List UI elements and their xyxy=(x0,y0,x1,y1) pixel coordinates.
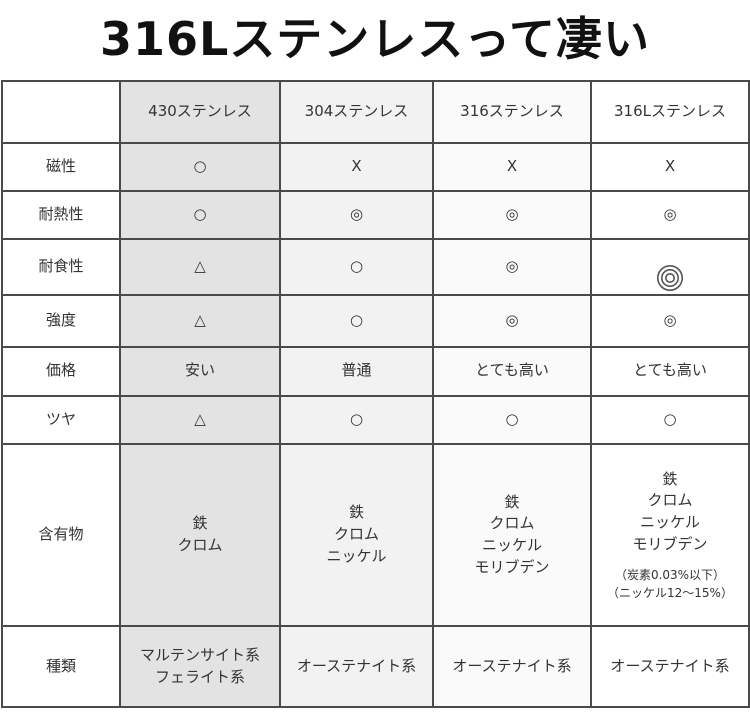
row-strength: 強度 △ ○ ◎ ◎ xyxy=(1,293,750,348)
cell-composition-316l: 鉄 クロム ニッケル モリブデン （炭素0.03%以下） （ニッケル12～15%… xyxy=(590,442,750,628)
col-header-430: 430ステンレス xyxy=(119,80,281,145)
row-label-category: 種類 xyxy=(1,625,121,709)
row-label-price: 価格 xyxy=(1,345,121,397)
header-row: 430ステンレス 304ステンレス 316ステンレス 316Lステンレス xyxy=(1,80,750,145)
row-label-composition: 含有物 xyxy=(1,442,121,628)
row-label-magnetism: 磁性 xyxy=(1,142,121,193)
cell-corrosion-430: △ xyxy=(119,238,281,296)
col-header-316l: 316Lステンレス xyxy=(590,80,750,145)
cell-corrosion-304: ○ xyxy=(279,238,434,296)
cell-magnetism-316l: X xyxy=(590,142,750,193)
cell-strength-304: ○ xyxy=(279,293,434,348)
row-composition: 含有物 鉄 クロム 鉄 クロム ニッケル 鉄 クロム ニッケル モリブデン 鉄 … xyxy=(1,442,750,628)
cell-category-430: マルテンサイト系 フェライト系 xyxy=(119,625,281,709)
cell-gloss-304: ○ xyxy=(279,394,434,445)
row-label-heat-resistance: 耐熱性 xyxy=(1,190,121,241)
col-header-316: 316ステンレス xyxy=(432,80,592,145)
cell-magnetism-304: X xyxy=(279,142,434,193)
composition-316l-note: （炭素0.03%以下） （ニッケル12～15%） xyxy=(607,567,733,600)
stainless-comparison-table: 430ステンレス 304ステンレス 316ステンレス 316Lステンレス 磁性 … xyxy=(1,80,750,709)
row-label-corrosion-resistance: 耐食性 xyxy=(1,238,121,296)
cell-gloss-430: △ xyxy=(119,394,281,445)
cell-gloss-316l: ○ xyxy=(590,394,750,445)
cell-heat-304: ◎ xyxy=(279,190,434,241)
cell-strength-316: ◎ xyxy=(432,293,592,348)
page-title: 316Lステンレスって凄い xyxy=(99,12,651,66)
cell-strength-316l: ◎ xyxy=(590,293,750,348)
cell-heat-316: ◎ xyxy=(432,190,592,241)
cell-price-316l: とても高い xyxy=(590,345,750,397)
cell-category-316l: オーステナイト系 xyxy=(590,625,750,709)
row-magnetism: 磁性 ○ X X X xyxy=(1,142,750,193)
row-price: 価格 安い 普通 とても高い とても高い xyxy=(1,345,750,397)
row-label-strength: 強度 xyxy=(1,293,121,348)
cell-composition-304: 鉄 クロム ニッケル xyxy=(279,442,434,628)
cell-price-316: とても高い xyxy=(432,345,592,397)
cell-composition-430: 鉄 クロム xyxy=(119,442,281,628)
row-gloss: ツヤ △ ○ ○ ○ xyxy=(1,394,750,445)
cell-category-316: オーステナイト系 xyxy=(432,625,592,709)
cell-magnetism-430: ○ xyxy=(119,142,281,193)
row-category: 種類 マルテンサイト系 フェライト系 オーステナイト系 オーステナイト系 オース… xyxy=(1,625,750,709)
row-corrosion-resistance: 耐食性 △ ○ ◎ xyxy=(1,238,750,296)
cell-strength-430: △ xyxy=(119,293,281,348)
cell-heat-316l: ◎ xyxy=(590,190,750,241)
cell-heat-430: ○ xyxy=(119,190,281,241)
col-header-304: 304ステンレス xyxy=(279,80,434,145)
cell-price-430: 安い xyxy=(119,345,281,397)
cell-magnetism-316: X xyxy=(432,142,592,193)
cell-corrosion-316: ◎ xyxy=(432,238,592,296)
cell-category-304: オーステナイト系 xyxy=(279,625,434,709)
cell-corrosion-316l xyxy=(590,238,750,296)
cell-price-304: 普通 xyxy=(279,345,434,397)
triple-circle-icon xyxy=(657,264,683,291)
row-label-gloss: ツヤ xyxy=(1,394,121,445)
row-heat-resistance: 耐熱性 ○ ◎ ◎ ◎ xyxy=(1,190,750,241)
header-empty-cell xyxy=(1,80,121,145)
cell-gloss-316: ○ xyxy=(432,394,592,445)
cell-composition-316: 鉄 クロム ニッケル モリブデン xyxy=(432,442,592,628)
composition-316l-main: 鉄 クロム ニッケル モリブデン xyxy=(632,469,708,553)
